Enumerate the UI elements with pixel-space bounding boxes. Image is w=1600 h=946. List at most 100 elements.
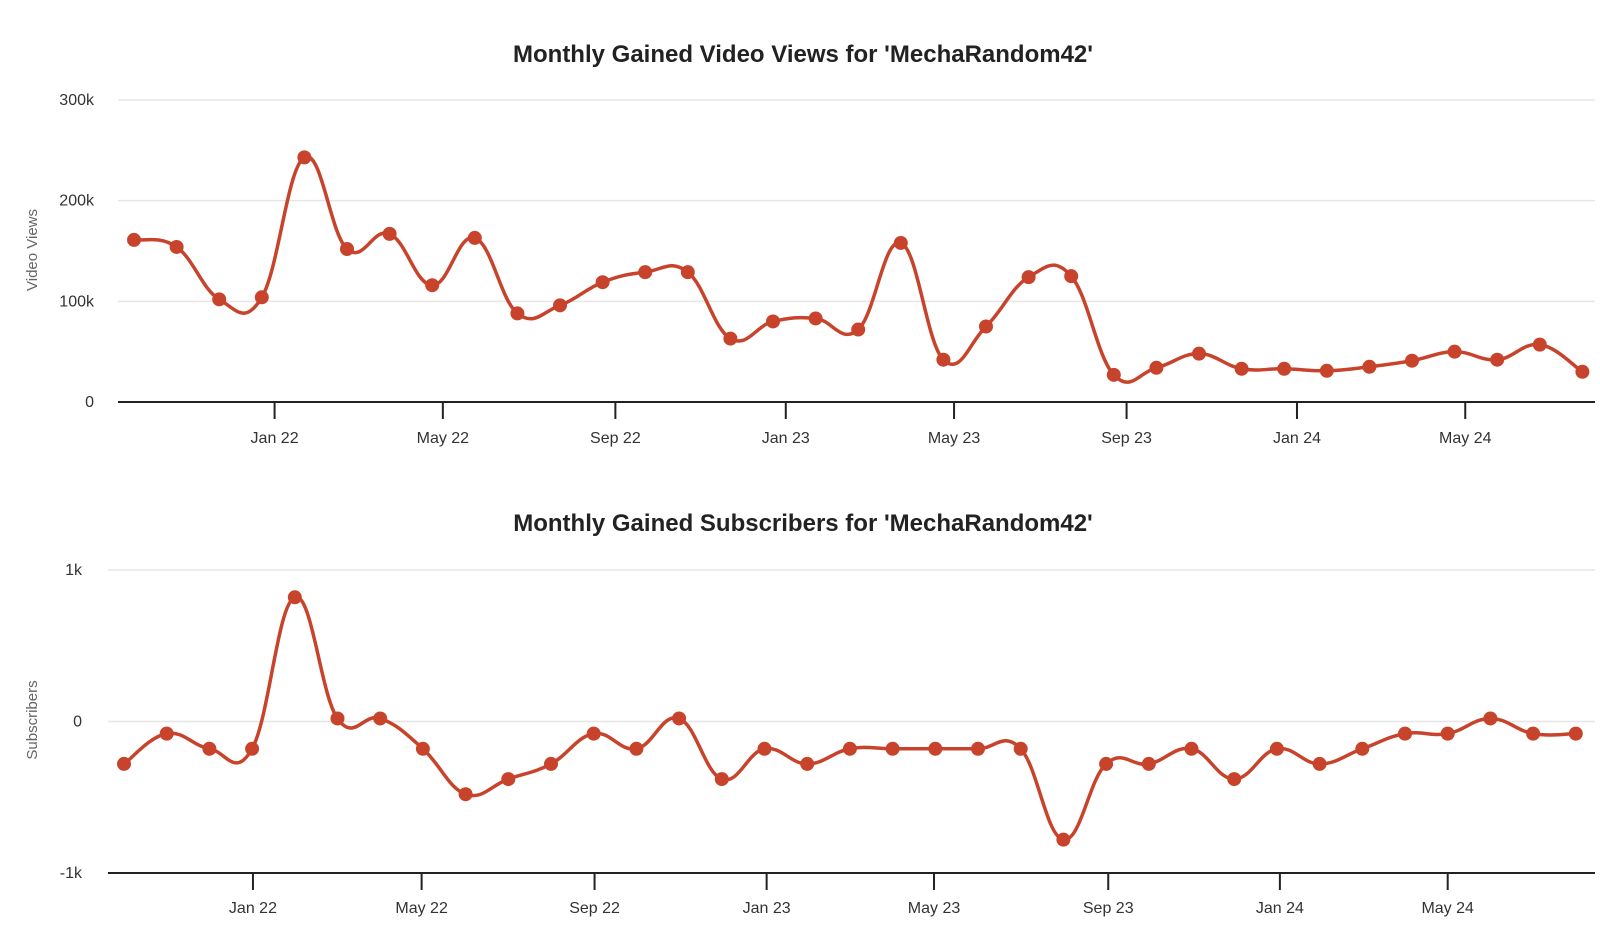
- data-point[interactable]: [800, 756, 815, 771]
- data-point[interactable]: [415, 741, 430, 756]
- x-tick-label: Sep 22: [590, 430, 641, 447]
- y-tick-label: -1k: [60, 865, 83, 882]
- data-point[interactable]: [723, 331, 738, 346]
- data-point[interactable]: [127, 232, 141, 247]
- x-tick-label: Jan 22: [251, 430, 299, 447]
- data-point[interactable]: [586, 726, 601, 741]
- data-point[interactable]: [1526, 726, 1541, 741]
- data-point[interactable]: [885, 741, 900, 756]
- data-point[interactable]: [1013, 741, 1028, 756]
- data-point[interactable]: [757, 741, 772, 756]
- x-tick-label: May 22: [417, 430, 470, 447]
- data-point[interactable]: [1319, 363, 1334, 378]
- video-views-y-ticks: 0 100k 200k 300k: [59, 92, 95, 411]
- data-point[interactable]: [842, 741, 857, 756]
- data-point[interactable]: [1483, 711, 1498, 726]
- data-point[interactable]: [373, 711, 388, 726]
- x-tick-label: May 23: [908, 900, 961, 917]
- data-point[interactable]: [1362, 359, 1377, 374]
- subscribers-y-ticks: -1k 0 1k: [60, 562, 83, 882]
- video-views-y-axis-label: Video Views: [24, 209, 41, 291]
- x-tick-label: Jan 24: [1256, 900, 1304, 917]
- data-point[interactable]: [1312, 756, 1327, 771]
- data-point[interactable]: [501, 772, 516, 787]
- data-point[interactable]: [629, 741, 644, 756]
- data-point[interactable]: [851, 322, 866, 337]
- subscribers-points: [117, 590, 1583, 847]
- data-point[interactable]: [382, 226, 397, 241]
- data-point[interactable]: [553, 298, 567, 313]
- y-tick-label: 0: [73, 714, 82, 731]
- data-point[interactable]: [893, 235, 908, 250]
- x-tick-label: Jan 23: [762, 430, 810, 447]
- data-point[interactable]: [169, 239, 184, 254]
- data-point[interactable]: [1141, 756, 1156, 771]
- subscribers-chart: Monthly Gained Subscribers for 'MechaRan…: [24, 510, 1595, 917]
- data-point[interactable]: [1234, 361, 1249, 376]
- data-point[interactable]: [638, 265, 653, 280]
- data-point[interactable]: [1149, 360, 1164, 375]
- data-point[interactable]: [287, 590, 302, 605]
- data-point[interactable]: [1106, 367, 1121, 382]
- data-point[interactable]: [928, 741, 943, 756]
- x-tick-label: May 23: [928, 430, 981, 447]
- data-point[interactable]: [1490, 352, 1505, 367]
- data-point[interactable]: [1277, 361, 1292, 376]
- subscribers-y-axis-label: Subscribers: [24, 680, 41, 759]
- data-point[interactable]: [1192, 346, 1206, 361]
- data-point[interactable]: [467, 230, 482, 245]
- subscribers-gridlines: [108, 569, 1595, 723]
- video-views-points: [127, 150, 1590, 382]
- data-point[interactable]: [1021, 270, 1036, 285]
- data-point[interactable]: [936, 352, 951, 367]
- data-point[interactable]: [1568, 726, 1583, 741]
- data-point[interactable]: [1099, 756, 1114, 771]
- series-line: [132, 155, 1585, 384]
- data-point[interactable]: [714, 772, 729, 787]
- data-point[interactable]: [1532, 337, 1547, 352]
- data-point[interactable]: [1405, 353, 1419, 368]
- data-point[interactable]: [245, 741, 260, 756]
- data-point[interactable]: [425, 278, 440, 293]
- data-point[interactable]: [1398, 726, 1412, 741]
- data-point[interactable]: [808, 311, 823, 326]
- data-point[interactable]: [544, 756, 558, 771]
- data-point[interactable]: [202, 741, 217, 756]
- data-point[interactable]: [297, 150, 312, 165]
- x-tick-label: Jan 22: [229, 900, 277, 917]
- data-point[interactable]: [1064, 269, 1079, 284]
- data-point[interactable]: [1575, 364, 1590, 379]
- x-tick-label: Sep 23: [1101, 430, 1152, 447]
- data-point[interactable]: [330, 711, 345, 726]
- y-tick-label: 300k: [59, 92, 95, 109]
- x-tick-label: May 24: [1421, 900, 1474, 917]
- data-point[interactable]: [340, 241, 354, 256]
- data-point[interactable]: [680, 265, 695, 280]
- video-views-gridlines: [118, 99, 1595, 303]
- data-point[interactable]: [979, 319, 993, 334]
- data-point[interactable]: [1447, 344, 1462, 359]
- data-point[interactable]: [458, 787, 473, 802]
- data-point[interactable]: [1184, 741, 1199, 756]
- data-point[interactable]: [212, 292, 227, 307]
- x-tick-label: May 22: [395, 900, 448, 917]
- y-tick-label: 1k: [65, 562, 83, 579]
- data-point[interactable]: [971, 741, 985, 756]
- data-point[interactable]: [159, 726, 174, 741]
- data-point[interactable]: [766, 314, 780, 329]
- data-point[interactable]: [1355, 741, 1370, 756]
- data-point[interactable]: [1227, 772, 1242, 787]
- data-point[interactable]: [1440, 726, 1455, 741]
- data-point[interactable]: [254, 290, 269, 305]
- data-point[interactable]: [117, 756, 131, 771]
- data-point[interactable]: [672, 711, 687, 726]
- x-tick-label: Sep 22: [569, 900, 620, 917]
- data-point[interactable]: [1056, 832, 1071, 847]
- video-views-chart-title: Monthly Gained Video Views for 'MechaRan…: [513, 41, 1093, 68]
- subscribers-x-ticks: Jan 22 May 22 Sep 22 Jan 23 May 23 Sep 23 Jan …: [229, 873, 1474, 917]
- y-tick-label: 0: [85, 394, 94, 411]
- data-point[interactable]: [595, 275, 610, 290]
- data-point[interactable]: [1269, 741, 1284, 756]
- data-point[interactable]: [510, 306, 525, 321]
